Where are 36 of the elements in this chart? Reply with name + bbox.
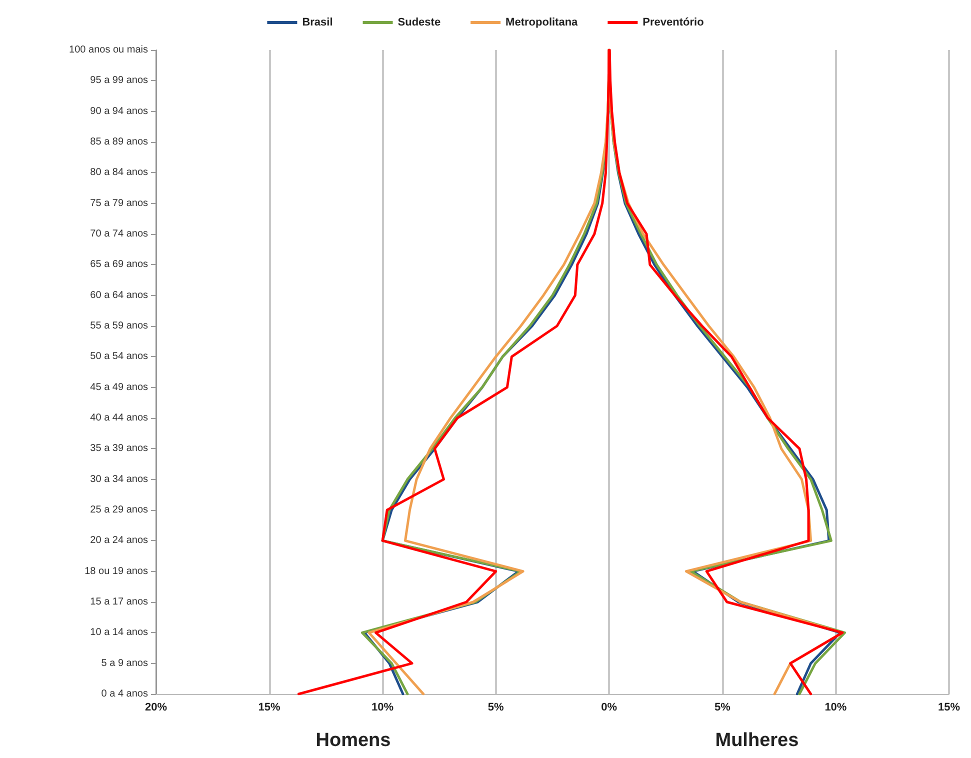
x-tick-label: 10% bbox=[824, 702, 847, 714]
x-tick-label: 15% bbox=[938, 702, 960, 714]
y-tick-label: 10 a 14 anos bbox=[90, 627, 148, 638]
y-tick-label: 70 a 74 anos bbox=[90, 228, 148, 240]
y-tick-label: 100 anos ou mais bbox=[69, 44, 148, 56]
legend-label: Brasil bbox=[302, 16, 333, 28]
y-tick-label: 15 a 17 anos bbox=[90, 596, 148, 608]
y-tick-label: 40 a 44 anos bbox=[90, 412, 148, 424]
x-tick-label: 5% bbox=[714, 702, 731, 714]
y-tick-label: 50 a 54 anos bbox=[90, 351, 148, 362]
y-tick-label: 35 a 39 anos bbox=[90, 443, 148, 454]
y-tick-label: 65 a 69 anos bbox=[90, 259, 148, 270]
x-tick-label: 15% bbox=[258, 702, 281, 714]
y-tick-label: 5 a 9 anos bbox=[101, 658, 148, 669]
y-tick-label: 60 a 64 anos bbox=[90, 290, 148, 301]
y-tick-label: 95 a 99 anos bbox=[90, 75, 148, 86]
legend-label: Sudeste bbox=[398, 16, 441, 28]
y-tick-label: 0 a 4 anos bbox=[101, 688, 148, 700]
x-tick-label: 0% bbox=[601, 702, 618, 714]
legend-label: Metropolitana bbox=[506, 16, 579, 28]
x-tick-label: 20% bbox=[144, 702, 168, 714]
y-tick-label: 85 a 89 anos bbox=[90, 136, 148, 148]
y-tick-label: 75 a 79 anos bbox=[90, 198, 148, 209]
y-tick-label: 80 a 84 anos bbox=[90, 167, 148, 178]
y-tick-label: 30 a 34 anos bbox=[90, 474, 148, 485]
y-tick-label: 90 a 94 anos bbox=[90, 106, 148, 117]
legend-label: Preventório bbox=[642, 16, 704, 28]
y-tick-label: 55 a 59 anos bbox=[90, 320, 148, 332]
y-tick-label: 18 ou 19 anos bbox=[84, 566, 148, 577]
y-tick-label: 45 a 49 anos bbox=[90, 382, 148, 393]
y-tick-label: 25 a 29 anos bbox=[90, 504, 148, 516]
x-tick-label: 5% bbox=[488, 702, 504, 714]
x-tick-label: 10% bbox=[372, 702, 394, 714]
y-tick-label: 20 a 24 anos bbox=[90, 535, 148, 546]
text: Mulheres bbox=[715, 730, 799, 751]
text: Homens bbox=[316, 730, 391, 751]
